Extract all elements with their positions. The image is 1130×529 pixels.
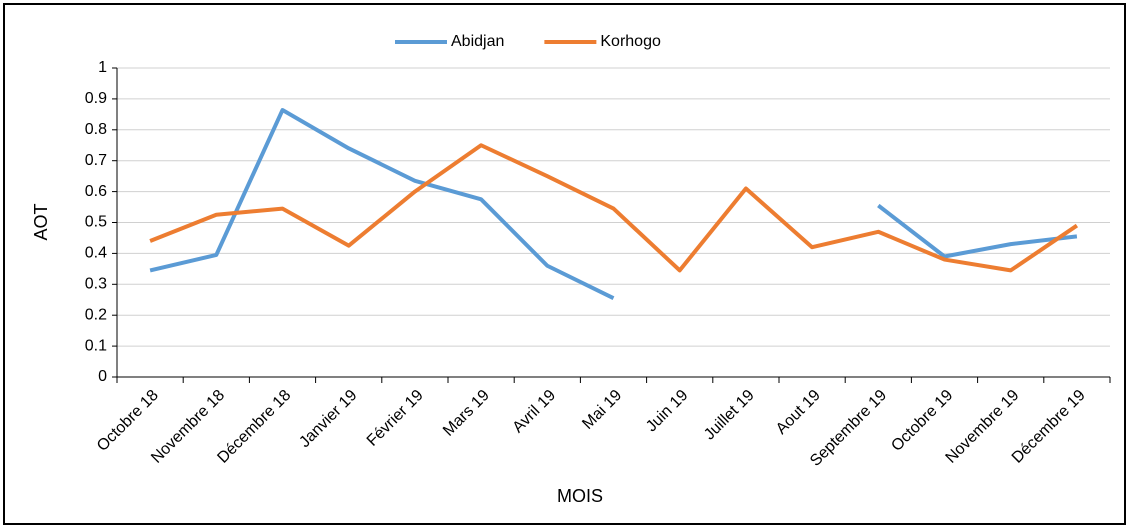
x-axis-title: MOIS: [557, 486, 603, 506]
series-line: [149, 143, 1079, 273]
y-tick-label: 0.8: [85, 121, 107, 138]
legend-label: Korhogo: [600, 33, 661, 50]
y-tick-label: 0.7: [85, 152, 107, 169]
y-tick-label: 0.4: [85, 245, 107, 262]
y-tick-label: 0: [98, 368, 107, 385]
frame: [3, 3, 1126, 525]
series-line: [149, 108, 1078, 301]
y-tick-label: 0.2: [85, 306, 107, 323]
y-axis-title: AOT: [31, 203, 51, 240]
y-tick-label: 0.1: [85, 337, 107, 354]
legend-label: Abidjan: [451, 33, 504, 50]
y-tick-label: 1: [98, 59, 107, 76]
y-tick-label: 0.9: [85, 90, 107, 107]
y-tick-label: 0.6: [85, 183, 107, 200]
y-tick-label: 0.3: [85, 276, 107, 293]
y-tick-label: 0.5: [85, 214, 107, 231]
